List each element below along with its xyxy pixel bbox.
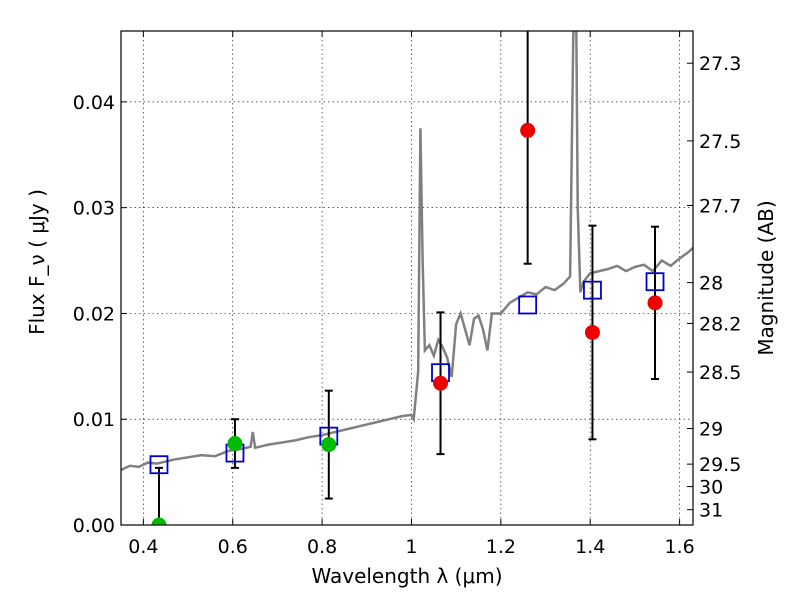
magnitude-tick-label: 28 xyxy=(699,273,723,295)
magnitude-tick-label: 30 xyxy=(699,477,723,499)
measured-point xyxy=(520,122,536,138)
grid-layer xyxy=(121,31,693,526)
magnitude-tick-label: 27.5 xyxy=(699,131,741,153)
model-square xyxy=(583,280,602,300)
y-tick-label: 0.01 xyxy=(73,409,115,431)
x-axis-label: Wavelength λ (μm) xyxy=(311,564,502,588)
magnitude-tick-label: 29.5 xyxy=(699,454,741,476)
model-square xyxy=(149,455,169,475)
x-tick-label: 1 xyxy=(405,536,417,558)
x-tick-label: 0.8 xyxy=(307,536,337,558)
magnitude-tick-label: 28.2 xyxy=(699,313,741,335)
measured-point xyxy=(433,375,449,391)
x-tick-labels: 0.4 0.6 0.8 1 1.2 1.4 1.6 xyxy=(128,536,694,558)
y-tick-label: 0.03 xyxy=(73,198,115,220)
measured-point xyxy=(321,437,337,453)
tick-layer xyxy=(121,31,693,526)
plot-area xyxy=(121,31,693,525)
measured-point xyxy=(151,517,167,525)
y-tick-label: 0.04 xyxy=(73,92,115,114)
y-tick-label: 0.02 xyxy=(73,303,115,325)
x-tick-label: 0.4 xyxy=(128,536,158,558)
plot-frame xyxy=(120,30,694,526)
model-square-layer xyxy=(149,272,665,475)
y-tick-label: 0.00 xyxy=(73,515,115,537)
measured-point xyxy=(647,295,663,311)
y-axis-label: Flux F_ν ( μJy ) xyxy=(25,189,49,335)
model-square xyxy=(645,272,665,292)
right-axis-label: Magnitude (AB) xyxy=(754,200,778,355)
spectrum-line xyxy=(121,31,693,472)
x-tick-label: 1.2 xyxy=(486,536,516,558)
measured-point xyxy=(584,324,600,340)
magnitude-tick-label: 27.7 xyxy=(699,196,741,218)
model-square xyxy=(518,295,538,315)
x-tick-label: 1.4 xyxy=(575,536,605,558)
measured-point xyxy=(227,436,243,452)
magnitude-tick-label: 28.5 xyxy=(699,362,741,384)
magnitude-tick-label: 27.3 xyxy=(699,53,741,75)
y-tick-labels: 0.00 0.01 0.02 0.03 0.04 xyxy=(73,92,115,537)
x-tick-label: 1.6 xyxy=(664,536,694,558)
measured-point-layer xyxy=(151,122,663,525)
magnitude-tick-label: 29 xyxy=(699,419,723,441)
magnitude-tick-label: 31 xyxy=(699,500,723,522)
x-tick-label: 0.6 xyxy=(218,536,248,558)
